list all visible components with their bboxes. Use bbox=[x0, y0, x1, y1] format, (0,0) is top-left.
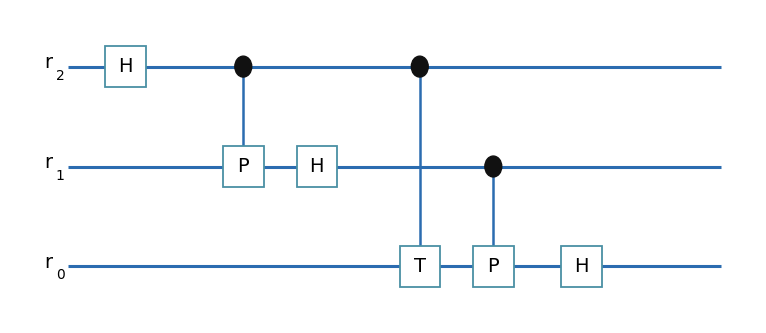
Text: H: H bbox=[119, 57, 133, 76]
Text: P: P bbox=[237, 157, 249, 176]
FancyBboxPatch shape bbox=[561, 246, 602, 287]
Text: T: T bbox=[414, 257, 426, 276]
Circle shape bbox=[411, 56, 428, 77]
Text: 2: 2 bbox=[56, 69, 64, 83]
Text: P: P bbox=[487, 257, 499, 276]
Text: r: r bbox=[44, 54, 53, 73]
FancyBboxPatch shape bbox=[400, 246, 440, 287]
Circle shape bbox=[485, 156, 502, 177]
Text: H: H bbox=[309, 157, 324, 176]
Text: 1: 1 bbox=[56, 168, 64, 182]
Text: r: r bbox=[44, 154, 53, 172]
FancyBboxPatch shape bbox=[296, 146, 337, 187]
FancyBboxPatch shape bbox=[223, 146, 264, 187]
FancyBboxPatch shape bbox=[106, 46, 146, 87]
Circle shape bbox=[235, 56, 252, 77]
FancyBboxPatch shape bbox=[473, 246, 513, 287]
Text: 0: 0 bbox=[56, 268, 64, 282]
Text: H: H bbox=[574, 257, 589, 276]
Text: r: r bbox=[44, 253, 53, 272]
